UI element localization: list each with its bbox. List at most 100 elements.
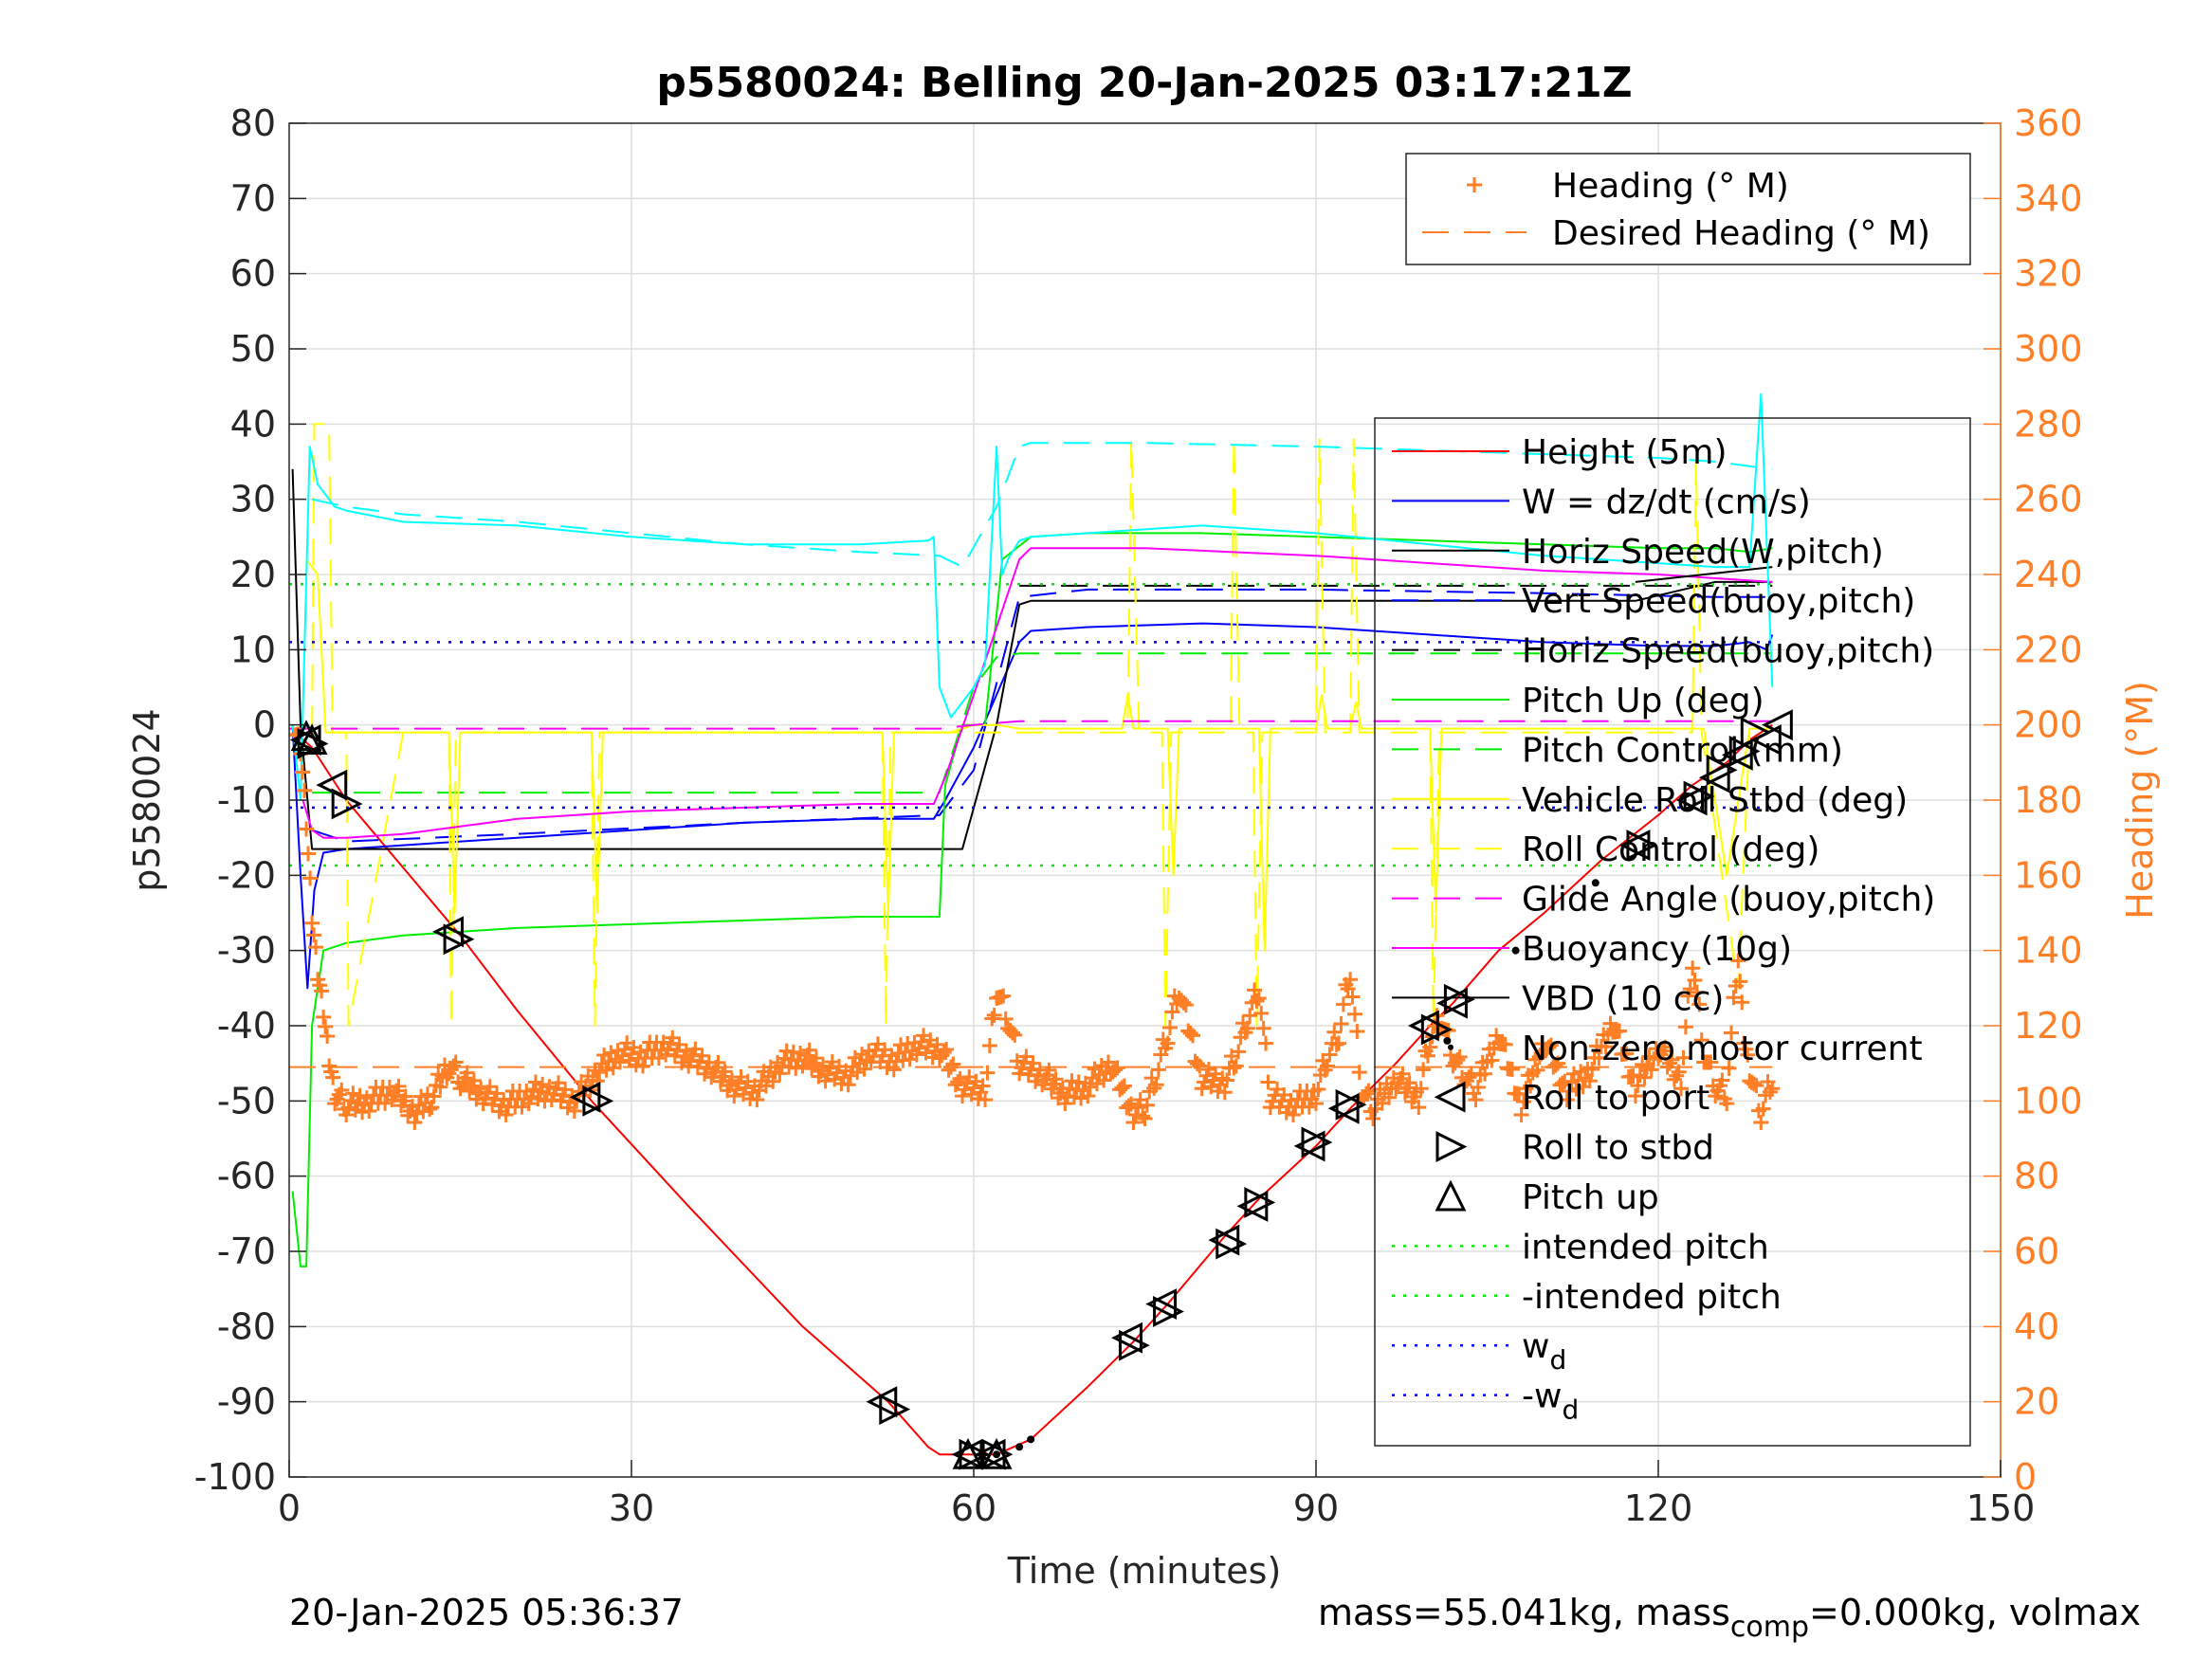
heading-point (1612, 1023, 1628, 1039)
series-buoyancy-10g (302, 547, 1773, 839)
heading-point (1361, 1083, 1377, 1099)
left-y-axis-label: p5580024 (126, 708, 168, 891)
heading-point (1489, 1028, 1505, 1044)
x-tick-label: 150 (1966, 1487, 2036, 1529)
heading-point (1239, 1020, 1255, 1036)
heading-point (1018, 1048, 1034, 1065)
heading-point (338, 1107, 355, 1123)
legend-label: Pitch Control (mm) (1522, 731, 1843, 770)
right-y-tick-label: 0 (2014, 1456, 2037, 1498)
main-legend-item: Vert Speed(buoy,pitch) (1392, 582, 1915, 621)
left-y-axis: -100-90-80-70-60-50-40-30-20-10010203040… (194, 102, 306, 1498)
heading-point (1025, 1055, 1041, 1071)
x-tick-label: 90 (1293, 1487, 1339, 1529)
motor-current-point (993, 1450, 1001, 1459)
roll-to-stbd-marker (1420, 1013, 1453, 1046)
heading-point (558, 1082, 574, 1098)
legend-marker-sample (1434, 1081, 1466, 1113)
heading-point (1664, 1051, 1680, 1067)
roll-to-stbd-marker (981, 1438, 1014, 1470)
heading-point (765, 1073, 781, 1089)
heading-point (1148, 1077, 1164, 1093)
legend-label: W = dz/dt (cm/s) (1522, 483, 1811, 521)
heading-point (302, 870, 319, 886)
heading-point (532, 1084, 548, 1100)
heading-point (334, 1082, 350, 1098)
left-y-tick-label: -90 (217, 1381, 276, 1423)
left-y-tick-label: 80 (230, 102, 276, 144)
heading-point (308, 939, 324, 956)
left-y-tick-label: 60 (230, 253, 276, 295)
main-legend-item: Pitch Control (mm) (1392, 731, 1843, 770)
roll-to-stbd-marker (879, 1394, 911, 1426)
heading-point (1219, 1072, 1235, 1088)
right-y-tick-label: 20 (2014, 1381, 2059, 1423)
legend-label: Roll to port (1522, 1079, 1709, 1118)
main-legend-item: Pitch Up (deg) (1392, 682, 1764, 720)
marker-layer (289, 709, 1793, 1470)
heading-point (530, 1090, 546, 1106)
heading-point (1247, 982, 1263, 998)
heading-point (1732, 974, 1748, 990)
heading-point (1721, 1060, 1737, 1076)
legend-label: Pitch up (1522, 1178, 1659, 1217)
main-legend-item: Buoyancy (10g) (1392, 930, 1792, 969)
heading-point (1178, 997, 1194, 1013)
heading-point (1529, 1062, 1545, 1078)
heading-point (1755, 1101, 1771, 1117)
heading-point (1734, 994, 1750, 1011)
heading-point (671, 1036, 687, 1052)
heading-point (1618, 1046, 1635, 1062)
heading-point (1096, 1072, 1112, 1088)
heading-point (1146, 1080, 1162, 1096)
heading-point (340, 1100, 356, 1116)
main-legend-item: Roll to port (1434, 1079, 1709, 1118)
series-cyan-speed (291, 392, 1774, 801)
roll-to-port-marker (951, 1438, 983, 1470)
heading-point (1073, 1090, 1089, 1106)
heading-point (1547, 1057, 1563, 1073)
heading-point (1748, 1078, 1764, 1094)
main-legend-item: Roll Control (deg) (1392, 830, 1819, 869)
heading-point (1109, 1060, 1125, 1076)
right-y-tick-label: 160 (2014, 854, 2083, 896)
main-legend-item: -intended pitch (1392, 1278, 1782, 1317)
heading-point (788, 1060, 804, 1076)
heading-point (1657, 1039, 1673, 1055)
legend-label: Non-zero motor current (1522, 1030, 1923, 1068)
heading-point (1349, 1023, 1365, 1039)
heading-point (1333, 1016, 1349, 1032)
heading-point (1310, 1082, 1326, 1098)
main-legend-item: Pitch up (1435, 1178, 1659, 1217)
heading-point (1636, 1069, 1653, 1085)
left-y-tick-label: 40 (230, 403, 276, 445)
heading-point (1124, 1096, 1140, 1112)
heading-point (1630, 1078, 1646, 1094)
roll-to-port-marker (432, 916, 464, 948)
heading-point (1753, 1114, 1769, 1130)
heading-point (1041, 1062, 1057, 1078)
main-legend-item: intended pitch (1392, 1228, 1769, 1267)
heading-point (997, 1011, 1014, 1027)
heading-point (1726, 990, 1742, 1006)
heading-point (1308, 1096, 1324, 1112)
motor-current-point (1591, 879, 1600, 887)
roll-to-stbd-marker (582, 1085, 614, 1117)
heading-point (1724, 1025, 1740, 1041)
heading-point (1568, 1081, 1584, 1097)
heading-point (1004, 1025, 1020, 1041)
heading-point (566, 1103, 582, 1120)
left-y-tick-label: 70 (230, 177, 276, 219)
right-y-tick-label: 220 (2014, 629, 2083, 670)
motor-current-point (1443, 1036, 1452, 1045)
heading-point (1562, 1084, 1578, 1100)
heading-point (1057, 1096, 1073, 1112)
heading-point (1107, 1062, 1124, 1078)
legend-marker-sample (1435, 1179, 1467, 1212)
roll-to-port-marker (866, 1386, 898, 1418)
heading-point (345, 1085, 361, 1102)
heading-point (397, 1088, 413, 1104)
heading-point (1088, 1076, 1105, 1092)
heading-point (424, 1100, 440, 1116)
heading-point (527, 1074, 543, 1090)
